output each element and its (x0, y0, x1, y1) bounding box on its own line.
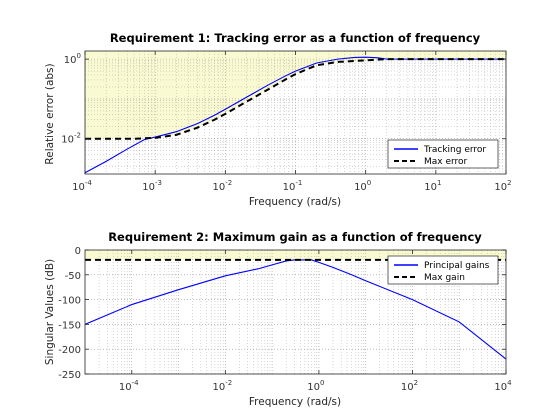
grid (85, 51, 506, 174)
y-tick-label: -250 (58, 370, 81, 381)
subplot-2-ylabel: Singular Values (dB) (44, 259, 56, 365)
subplot-2: Requirement 2: Maximum gain as a functio… (44, 230, 512, 408)
axes-box (84, 249, 507, 375)
subplot-2-title: Requirement 2: Maximum gain as a functio… (108, 230, 482, 244)
legend: Tracking error Max error (387, 139, 499, 169)
legend: Principal gains Max gain (387, 255, 499, 285)
x-tick-label: 104 (494, 379, 512, 393)
legend-entry-primary: Tracking error (423, 145, 486, 155)
x-tick-label: 102 (494, 179, 511, 193)
x-tick-label: 100 (354, 179, 371, 193)
series-line-primary (85, 259, 506, 360)
legend-entry-limit: Max error (424, 157, 468, 167)
subplot-1-ylabel: Relative error (abs) (44, 63, 56, 164)
y-tick-label: -150 (58, 320, 81, 331)
y-tick-label: 10-2 (61, 132, 81, 146)
x-tick-label: 10-2 (212, 179, 232, 193)
x-tick-label: 10-4 (119, 379, 139, 393)
y-tick-label: -50 (65, 271, 81, 282)
y-tick-label: -100 (58, 296, 81, 307)
subplot-1-title: Requirement 1: Tracking error as a funct… (110, 31, 481, 45)
legend-entry-primary: Principal gains (424, 261, 490, 271)
x-tick-label: 101 (424, 179, 441, 193)
y-tick-label: 100 (64, 52, 81, 66)
grid (85, 250, 506, 374)
shaded-region (85, 51, 506, 139)
series-line-limit (85, 58, 506, 140)
subplot-1: Requirement 1: Tracking error as a funct… (44, 31, 512, 208)
legend-box (387, 139, 499, 169)
x-tick-label: 10-2 (212, 379, 232, 393)
y-tick-label: -200 (58, 345, 81, 356)
y-tick-label: 0 (75, 246, 81, 257)
x-tick-label: 10-3 (142, 179, 162, 193)
legend-entry-limit: Max gain (424, 273, 465, 283)
x-tick-label: 10-4 (72, 179, 92, 193)
subplot-1-xlabel: Frequency (rad/s) (249, 196, 341, 208)
x-tick-label: 100 (307, 379, 324, 393)
x-tick-label: 10-1 (283, 179, 303, 193)
x-tick-label: 102 (401, 379, 418, 393)
subplot-2-xlabel: Frequency (rad/s) (249, 396, 341, 408)
legend-box (387, 255, 499, 285)
